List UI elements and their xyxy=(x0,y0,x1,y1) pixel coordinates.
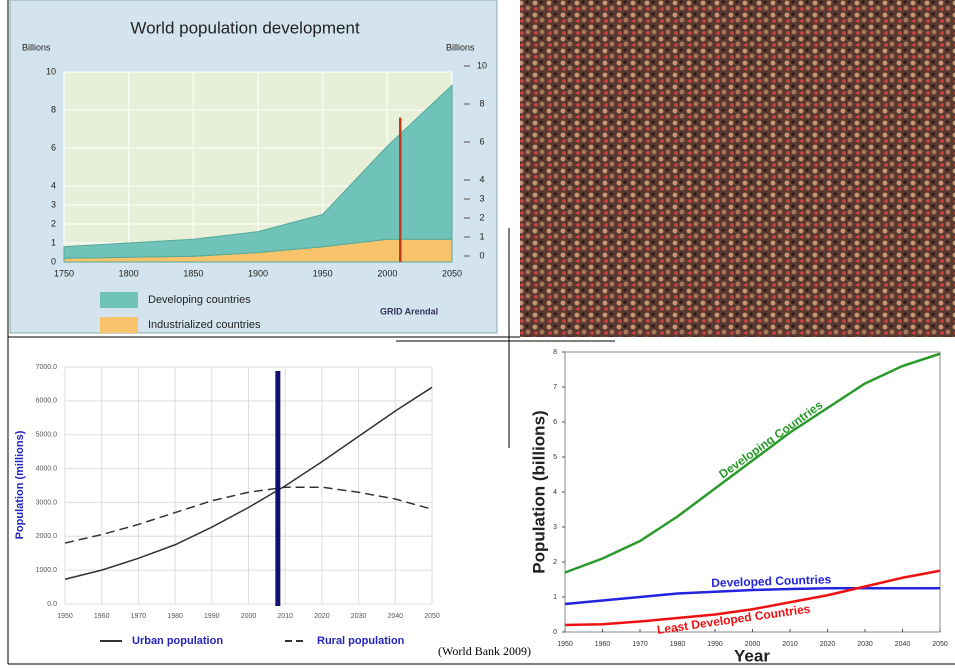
y-tick-label: 6 xyxy=(553,419,557,426)
y2-tick-label: 10 xyxy=(477,60,487,70)
y-tick-label: 6000.0 xyxy=(36,398,58,405)
y-tick-label: 8 xyxy=(553,349,557,356)
legend-swatch xyxy=(100,317,138,333)
x-tick-label: 1990 xyxy=(707,641,723,648)
y-tick-label: 1 xyxy=(51,237,56,247)
y-tick-label: 0 xyxy=(553,629,557,636)
y-tick-label: 5000.0 xyxy=(36,432,58,439)
y2-tick-label: 3 xyxy=(479,193,484,203)
y2-tick-label: 6 xyxy=(479,136,484,146)
x-tick-label: 2010 xyxy=(782,641,798,648)
y-axis-label: Population (millions) xyxy=(14,430,26,539)
series-label: Developed Countries xyxy=(711,572,832,590)
legend-label: Industrialized countries xyxy=(148,319,261,331)
y-tick-label: 1 xyxy=(553,594,557,601)
y-tick-label: 7000.0 xyxy=(36,364,58,371)
area xyxy=(63,84,453,259)
x-tick-label: 2030 xyxy=(351,613,367,620)
y-tick-label: 3 xyxy=(553,524,557,531)
y-tick-label: 1000.0 xyxy=(36,567,58,574)
y2-tick-label: 4 xyxy=(479,174,484,184)
x-tick-label: 1970 xyxy=(632,641,648,648)
y-axis-label: Population (billions) xyxy=(529,410,548,573)
legend-swatch xyxy=(100,292,138,308)
y-tick-label: 4 xyxy=(553,489,557,496)
x-tick-label: 1900 xyxy=(248,268,268,278)
x-tick-label: 1990 xyxy=(204,613,220,620)
x-tick-label: 2050 xyxy=(424,613,440,620)
y-tick-label: 3 xyxy=(51,199,56,209)
line xyxy=(64,386,433,581)
y2-tick-label: 0 xyxy=(479,250,484,260)
y-tick-label: 6 xyxy=(51,142,56,152)
x-tick-label: 2000 xyxy=(241,613,257,620)
y2-tick-label: 1 xyxy=(479,231,484,241)
x-tick-label: 1800 xyxy=(119,268,139,278)
source: (World Bank 2009) xyxy=(438,644,531,658)
y-tick-label: 5 xyxy=(553,454,557,461)
y-tick-label: 7 xyxy=(553,384,557,391)
line xyxy=(64,486,433,544)
x-tick-label: 2000 xyxy=(377,268,397,278)
y-tick-label: 2 xyxy=(553,559,557,566)
y2-tick-label: 8 xyxy=(479,98,484,108)
x-tick-label: 1980 xyxy=(167,613,183,620)
x-tick-label: 1950 xyxy=(313,268,333,278)
y-tick-label: 8 xyxy=(51,104,56,114)
y-tick-label: 2000.0 xyxy=(36,533,58,540)
x-tick-label: 1750 xyxy=(54,268,74,278)
x-tick-label: 2030 xyxy=(857,641,873,648)
x-tick-label: 1970 xyxy=(131,613,147,620)
legend-label: Developing countries xyxy=(148,294,251,306)
x-tick-label: 2040 xyxy=(388,613,404,620)
plot-area xyxy=(564,351,941,633)
x-tick-label: 1960 xyxy=(595,641,611,648)
x-tick-label: 2020 xyxy=(820,641,836,648)
line xyxy=(564,587,940,606)
x-axis-label: Year xyxy=(734,646,770,665)
y-tick-label: 4 xyxy=(51,180,56,190)
legend-label: Rural population xyxy=(317,635,405,647)
y-tick-label: 3000.0 xyxy=(36,499,58,506)
x-tick-label: 2050 xyxy=(442,268,462,278)
line xyxy=(564,352,941,574)
x-tick-label: 2040 xyxy=(895,641,911,648)
y-tick-label: 0 xyxy=(51,256,56,266)
y-tick-label: 10 xyxy=(46,66,56,76)
y2-tick-label: 2 xyxy=(479,212,484,222)
x-tick-label: 1950 xyxy=(57,613,73,620)
x-tick-label: 2000 xyxy=(745,641,761,648)
credit: GRID Arendal xyxy=(380,306,438,316)
x-tick-label: 2010 xyxy=(277,613,293,620)
y2-axis-label: Billions xyxy=(446,42,475,52)
x-tick-label: 2050 xyxy=(932,641,948,648)
chart-title: World population development xyxy=(130,18,360,37)
legend-label: Urban population xyxy=(132,635,223,647)
x-tick-label: 2020 xyxy=(314,613,330,620)
y-tick-label: 4000.0 xyxy=(36,465,58,472)
x-tick-label: 1980 xyxy=(670,641,686,648)
y-axis-label: Billions xyxy=(22,42,51,52)
x-tick-label: 1850 xyxy=(183,268,203,278)
y-tick-label: 0.0 xyxy=(47,601,57,608)
y-tick-label: 2 xyxy=(51,218,56,228)
crowd-photo xyxy=(520,0,955,337)
x-tick-label: 1960 xyxy=(94,613,110,620)
x-tick-label: 1950 xyxy=(557,641,573,648)
line xyxy=(564,569,941,627)
